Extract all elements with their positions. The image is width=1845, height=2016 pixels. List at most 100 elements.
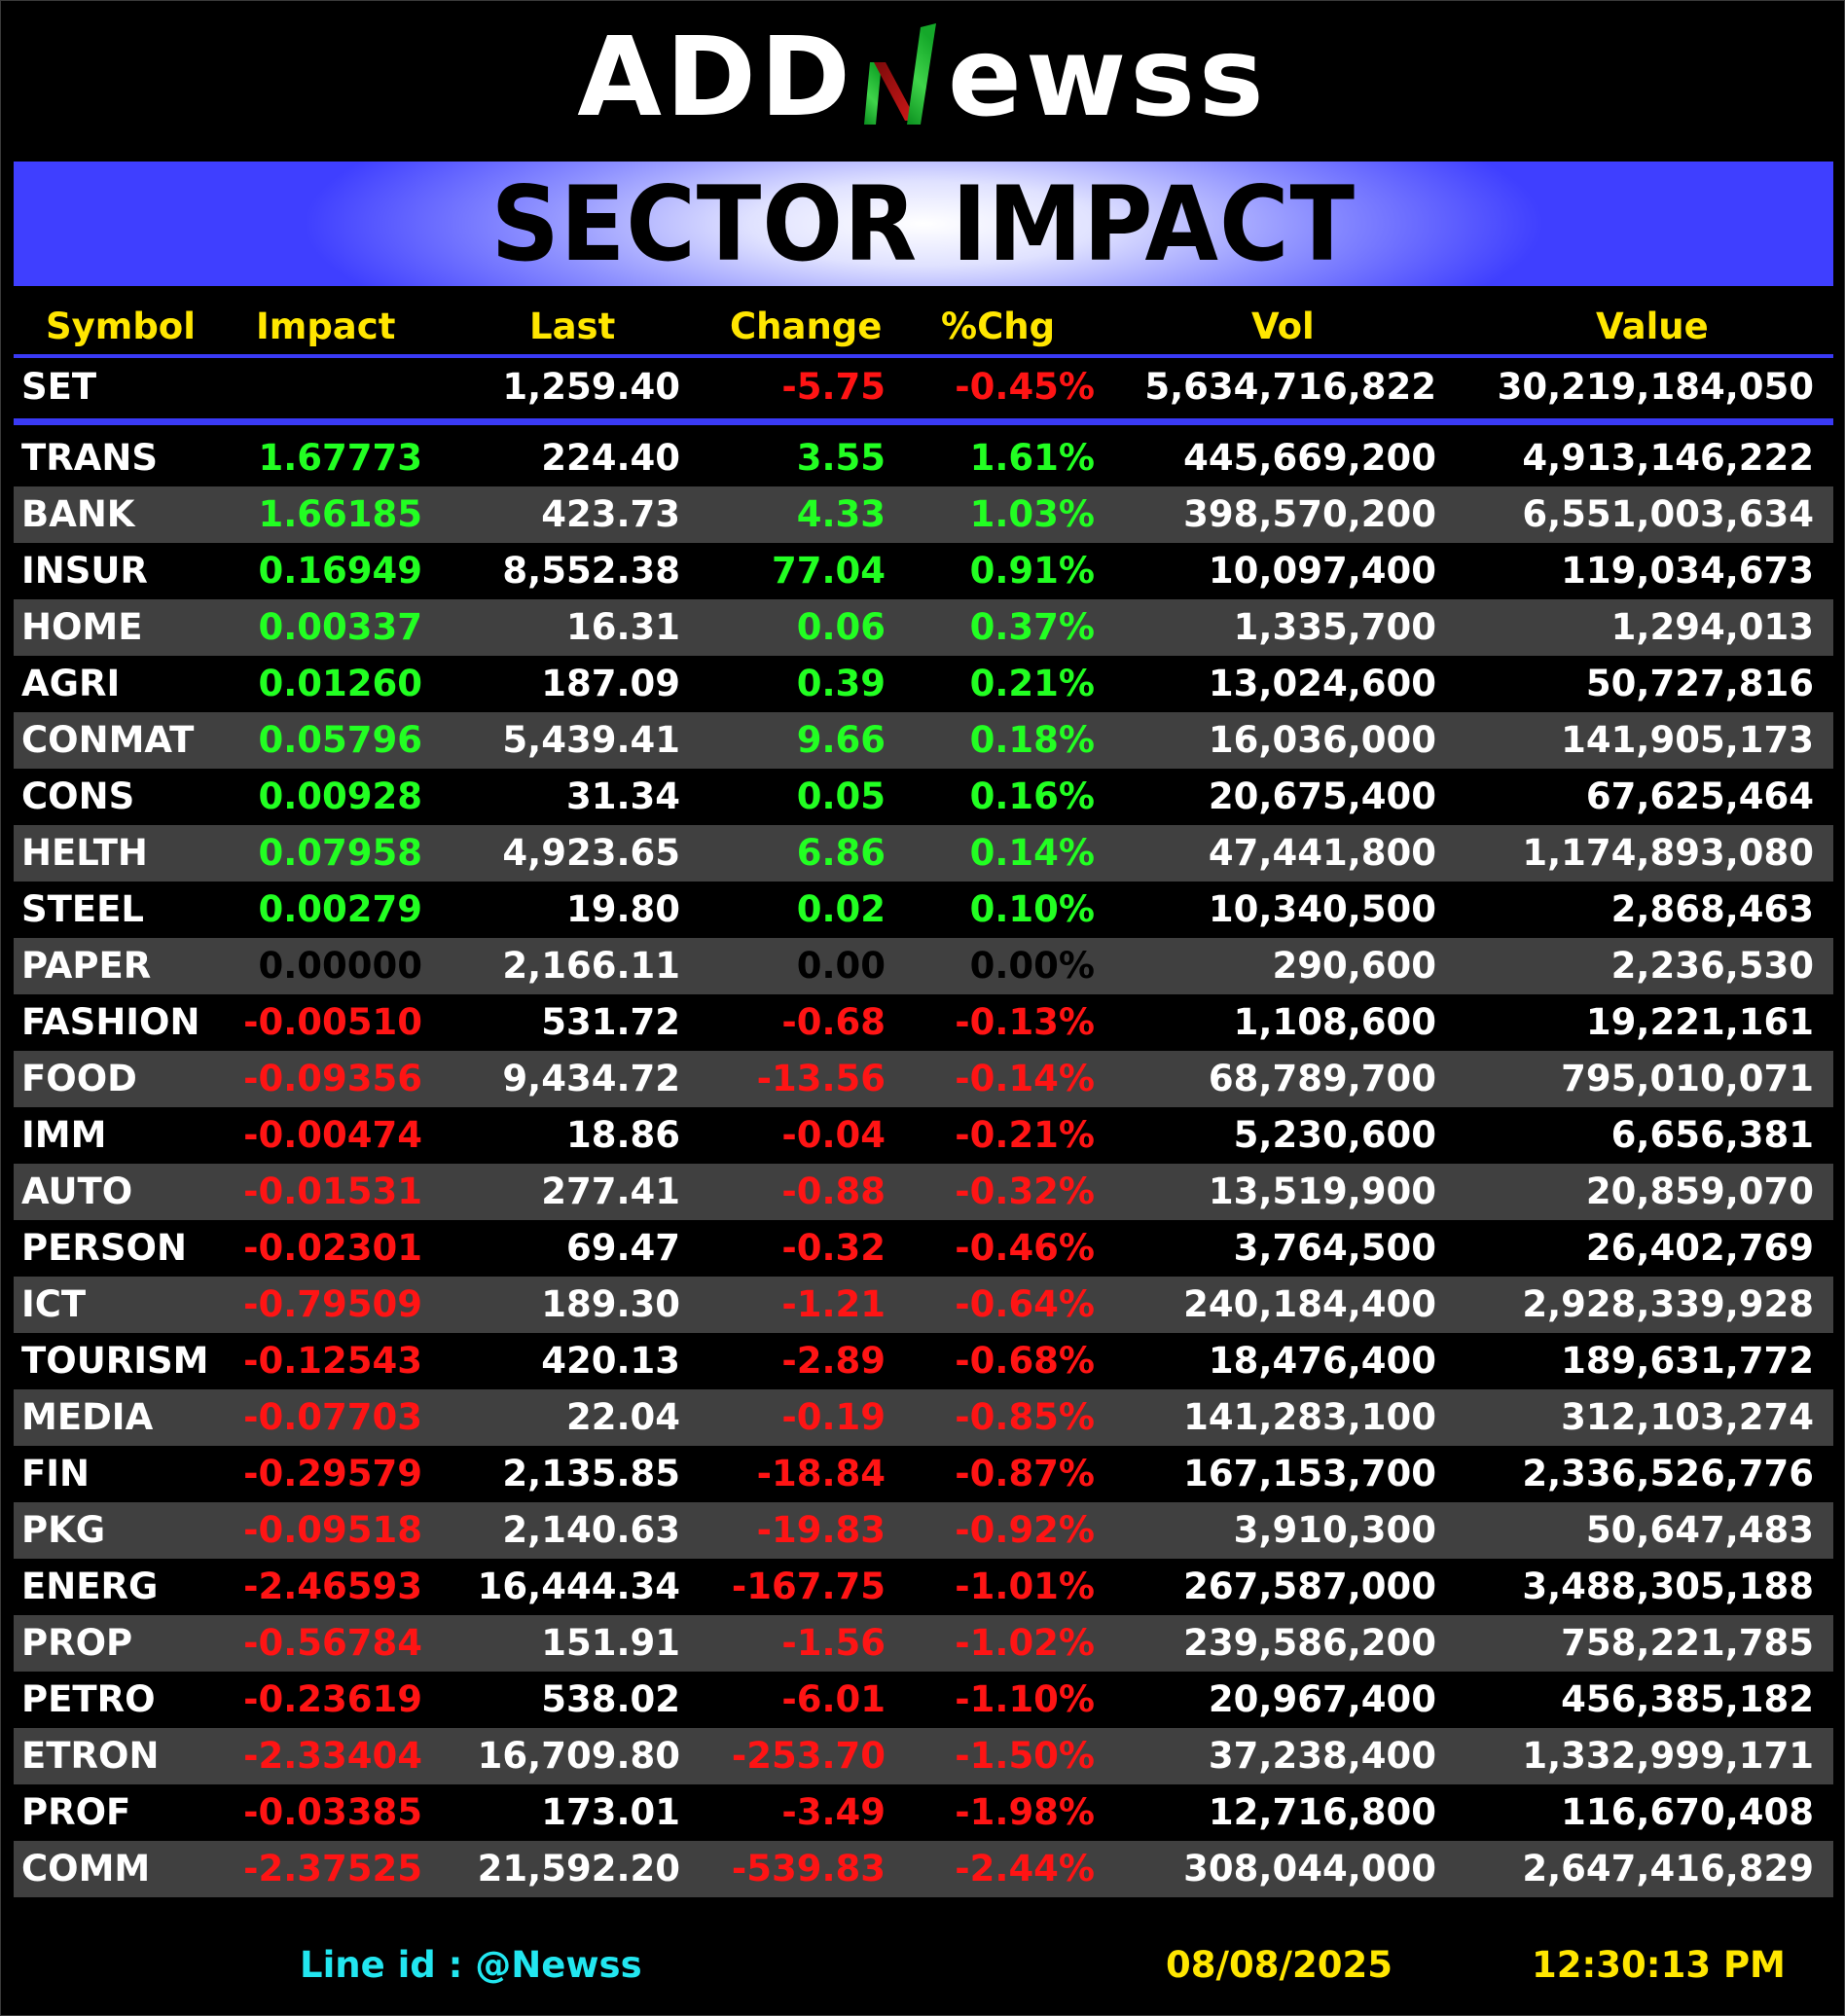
- title-banner: SECTOR IMPACT: [14, 162, 1833, 286]
- cell-impact: 0.01260: [258, 663, 422, 704]
- cell-impact: -0.09356: [243, 1058, 422, 1099]
- cell-value: 50,727,816: [1585, 663, 1814, 704]
- table-row: COMM -2.37525 21,592.20 -539.83 -2.44% 308,04…: [14, 1841, 1833, 1897]
- cell-value: 19,221,161: [1585, 1001, 1814, 1043]
- cell-impact: 0.00000: [258, 945, 422, 987]
- cell-change: -0.68: [781, 1001, 886, 1043]
- cell-change: 0.06: [796, 606, 886, 648]
- cell-vol: 445,669,200: [1183, 437, 1436, 479]
- cell-value: 6,551,003,634: [1522, 493, 1814, 535]
- cell-last: 18.86: [565, 1114, 680, 1156]
- cell-symbol: INSUR: [21, 550, 148, 592]
- cell-pct: -0.21%: [955, 1114, 1095, 1156]
- cell-last: 8,552.38: [502, 550, 680, 592]
- cell-vol: 240,184,400: [1183, 1283, 1436, 1325]
- cell-impact: -0.09518: [243, 1509, 422, 1551]
- cell-value: 6,656,381: [1610, 1114, 1814, 1156]
- cell-impact: -0.03385: [243, 1791, 422, 1833]
- cell-value: 2,647,416,829: [1522, 1848, 1814, 1890]
- cell-symbol: FOOD: [21, 1058, 137, 1099]
- cell-impact: 0.00337: [258, 606, 422, 648]
- cell-change: 0.02: [796, 888, 886, 930]
- line-id: Line id : @Newss: [300, 1944, 642, 1986]
- index-change: -5.75: [781, 366, 886, 408]
- cell-vol: 68,789,700: [1208, 1058, 1436, 1099]
- cell-symbol: TOURISM: [21, 1340, 209, 1382]
- cell-change: -18.84: [756, 1453, 886, 1494]
- col-header-value: Value: [1596, 306, 1709, 347]
- cell-change: -6.01: [781, 1678, 886, 1720]
- cell-vol: 18,476,400: [1208, 1340, 1436, 1382]
- cell-value: 4,913,146,222: [1522, 437, 1814, 479]
- table-row: PAPER 0.00000 2,166.11 0.00 0.00% 290,600 2,23…: [14, 938, 1833, 994]
- col-header-vol: Vol: [1251, 306, 1315, 347]
- col-header-last: Last: [529, 306, 616, 347]
- cell-pct: -1.10%: [955, 1678, 1095, 1720]
- table-row: ICT -0.79509 189.30 -1.21 -0.64% 240,184,400 2…: [14, 1277, 1833, 1333]
- cell-value: 456,385,182: [1561, 1678, 1814, 1720]
- cell-value: 20,859,070: [1585, 1170, 1814, 1212]
- table-row: ETRON -2.33404 16,709.80 -253.70 -1.50% 37,23…: [14, 1728, 1833, 1784]
- logo-n-mark-icon: [863, 23, 936, 125]
- cell-impact: 1.66185: [258, 493, 422, 535]
- cell-change: -0.19: [781, 1396, 886, 1438]
- cell-value: 26,402,769: [1585, 1227, 1814, 1269]
- cell-symbol: CONMAT: [21, 719, 195, 761]
- cell-symbol: PAPER: [21, 945, 152, 987]
- cell-last: 2,135.85: [502, 1453, 680, 1494]
- cell-value: 141,905,173: [1561, 719, 1814, 761]
- cell-vol: 37,238,400: [1208, 1735, 1436, 1777]
- index-row: SET 1,259.40 -5.75 -0.45% 5,634,716,822 …: [14, 358, 1833, 425]
- logo-text-left: ADD: [577, 15, 854, 141]
- cell-impact: -0.56784: [243, 1622, 422, 1664]
- cell-value: 795,010,071: [1561, 1058, 1814, 1099]
- logo-text-right: ewss: [947, 15, 1268, 141]
- cell-value: 1,294,013: [1610, 606, 1814, 648]
- cell-pct: -0.13%: [955, 1001, 1095, 1043]
- cell-pct: -0.85%: [955, 1396, 1095, 1438]
- cell-vol: 141,283,100: [1183, 1396, 1436, 1438]
- cell-last: 21,592.20: [477, 1848, 680, 1890]
- cell-change: 0.00: [796, 945, 886, 987]
- cell-impact: 0.00928: [258, 775, 422, 817]
- cell-pct: 0.18%: [969, 719, 1095, 761]
- footer: Line id : @Newss 08/08/2025 12:30:13 PM: [0, 1938, 1845, 1993]
- cell-value: 2,928,339,928: [1522, 1283, 1814, 1325]
- cell-last: 277.41: [541, 1170, 680, 1212]
- cell-change: 6.86: [796, 832, 886, 874]
- cell-impact: -0.79509: [243, 1283, 422, 1325]
- cell-change: -0.88: [781, 1170, 886, 1212]
- index-vol: 5,634,716,822: [1144, 366, 1436, 408]
- cell-impact: 0.07958: [258, 832, 422, 874]
- col-header-symbol: Symbol: [46, 306, 196, 347]
- cell-vol: 16,036,000: [1208, 719, 1436, 761]
- cell-change: -167.75: [731, 1566, 886, 1607]
- cell-symbol: PETRO: [21, 1678, 156, 1720]
- sector-rows: TRANS 1.67773 224.40 3.55 1.61% 445,669,200 4,…: [14, 430, 1833, 1897]
- cell-last: 2,140.63: [502, 1509, 680, 1551]
- table-row: INSUR 0.16949 8,552.38 77.04 0.91% 10,097,400…: [14, 543, 1833, 599]
- cell-vol: 13,024,600: [1208, 663, 1436, 704]
- table-row: HOME 0.00337 16.31 0.06 0.37% 1,335,700 1,294,…: [14, 599, 1833, 656]
- cell-value: 2,868,463: [1610, 888, 1814, 930]
- cell-pct: 1.03%: [969, 493, 1095, 535]
- page-title: SECTOR IMPACT: [490, 163, 1357, 284]
- cell-value: 312,103,274: [1561, 1396, 1814, 1438]
- table-row: STEEL 0.00279 19.80 0.02 0.10% 10,340,500 2,86…: [14, 882, 1833, 938]
- cell-pct: -1.01%: [955, 1566, 1095, 1607]
- table-row: PETRO -0.23619 538.02 -6.01 -1.10% 20,967,400…: [14, 1672, 1833, 1728]
- cell-change: -3.49: [781, 1791, 886, 1833]
- cell-last: 69.47: [565, 1227, 680, 1269]
- cell-pct: 0.91%: [969, 550, 1095, 592]
- cell-vol: 20,675,400: [1208, 775, 1436, 817]
- cell-pct: -1.50%: [955, 1735, 1095, 1777]
- cell-change: 9.66: [796, 719, 886, 761]
- cell-value: 67,625,464: [1585, 775, 1814, 817]
- cell-symbol: IMM: [21, 1114, 107, 1156]
- cell-impact: -2.33404: [243, 1735, 422, 1777]
- table-row: TOURISM -0.12543 420.13 -2.89 -0.68% 18,476,4…: [14, 1333, 1833, 1389]
- cell-symbol: COMM: [21, 1848, 151, 1890]
- cell-change: 0.05: [796, 775, 886, 817]
- cell-symbol: TRANS: [21, 437, 158, 479]
- cell-change: -1.56: [781, 1622, 886, 1664]
